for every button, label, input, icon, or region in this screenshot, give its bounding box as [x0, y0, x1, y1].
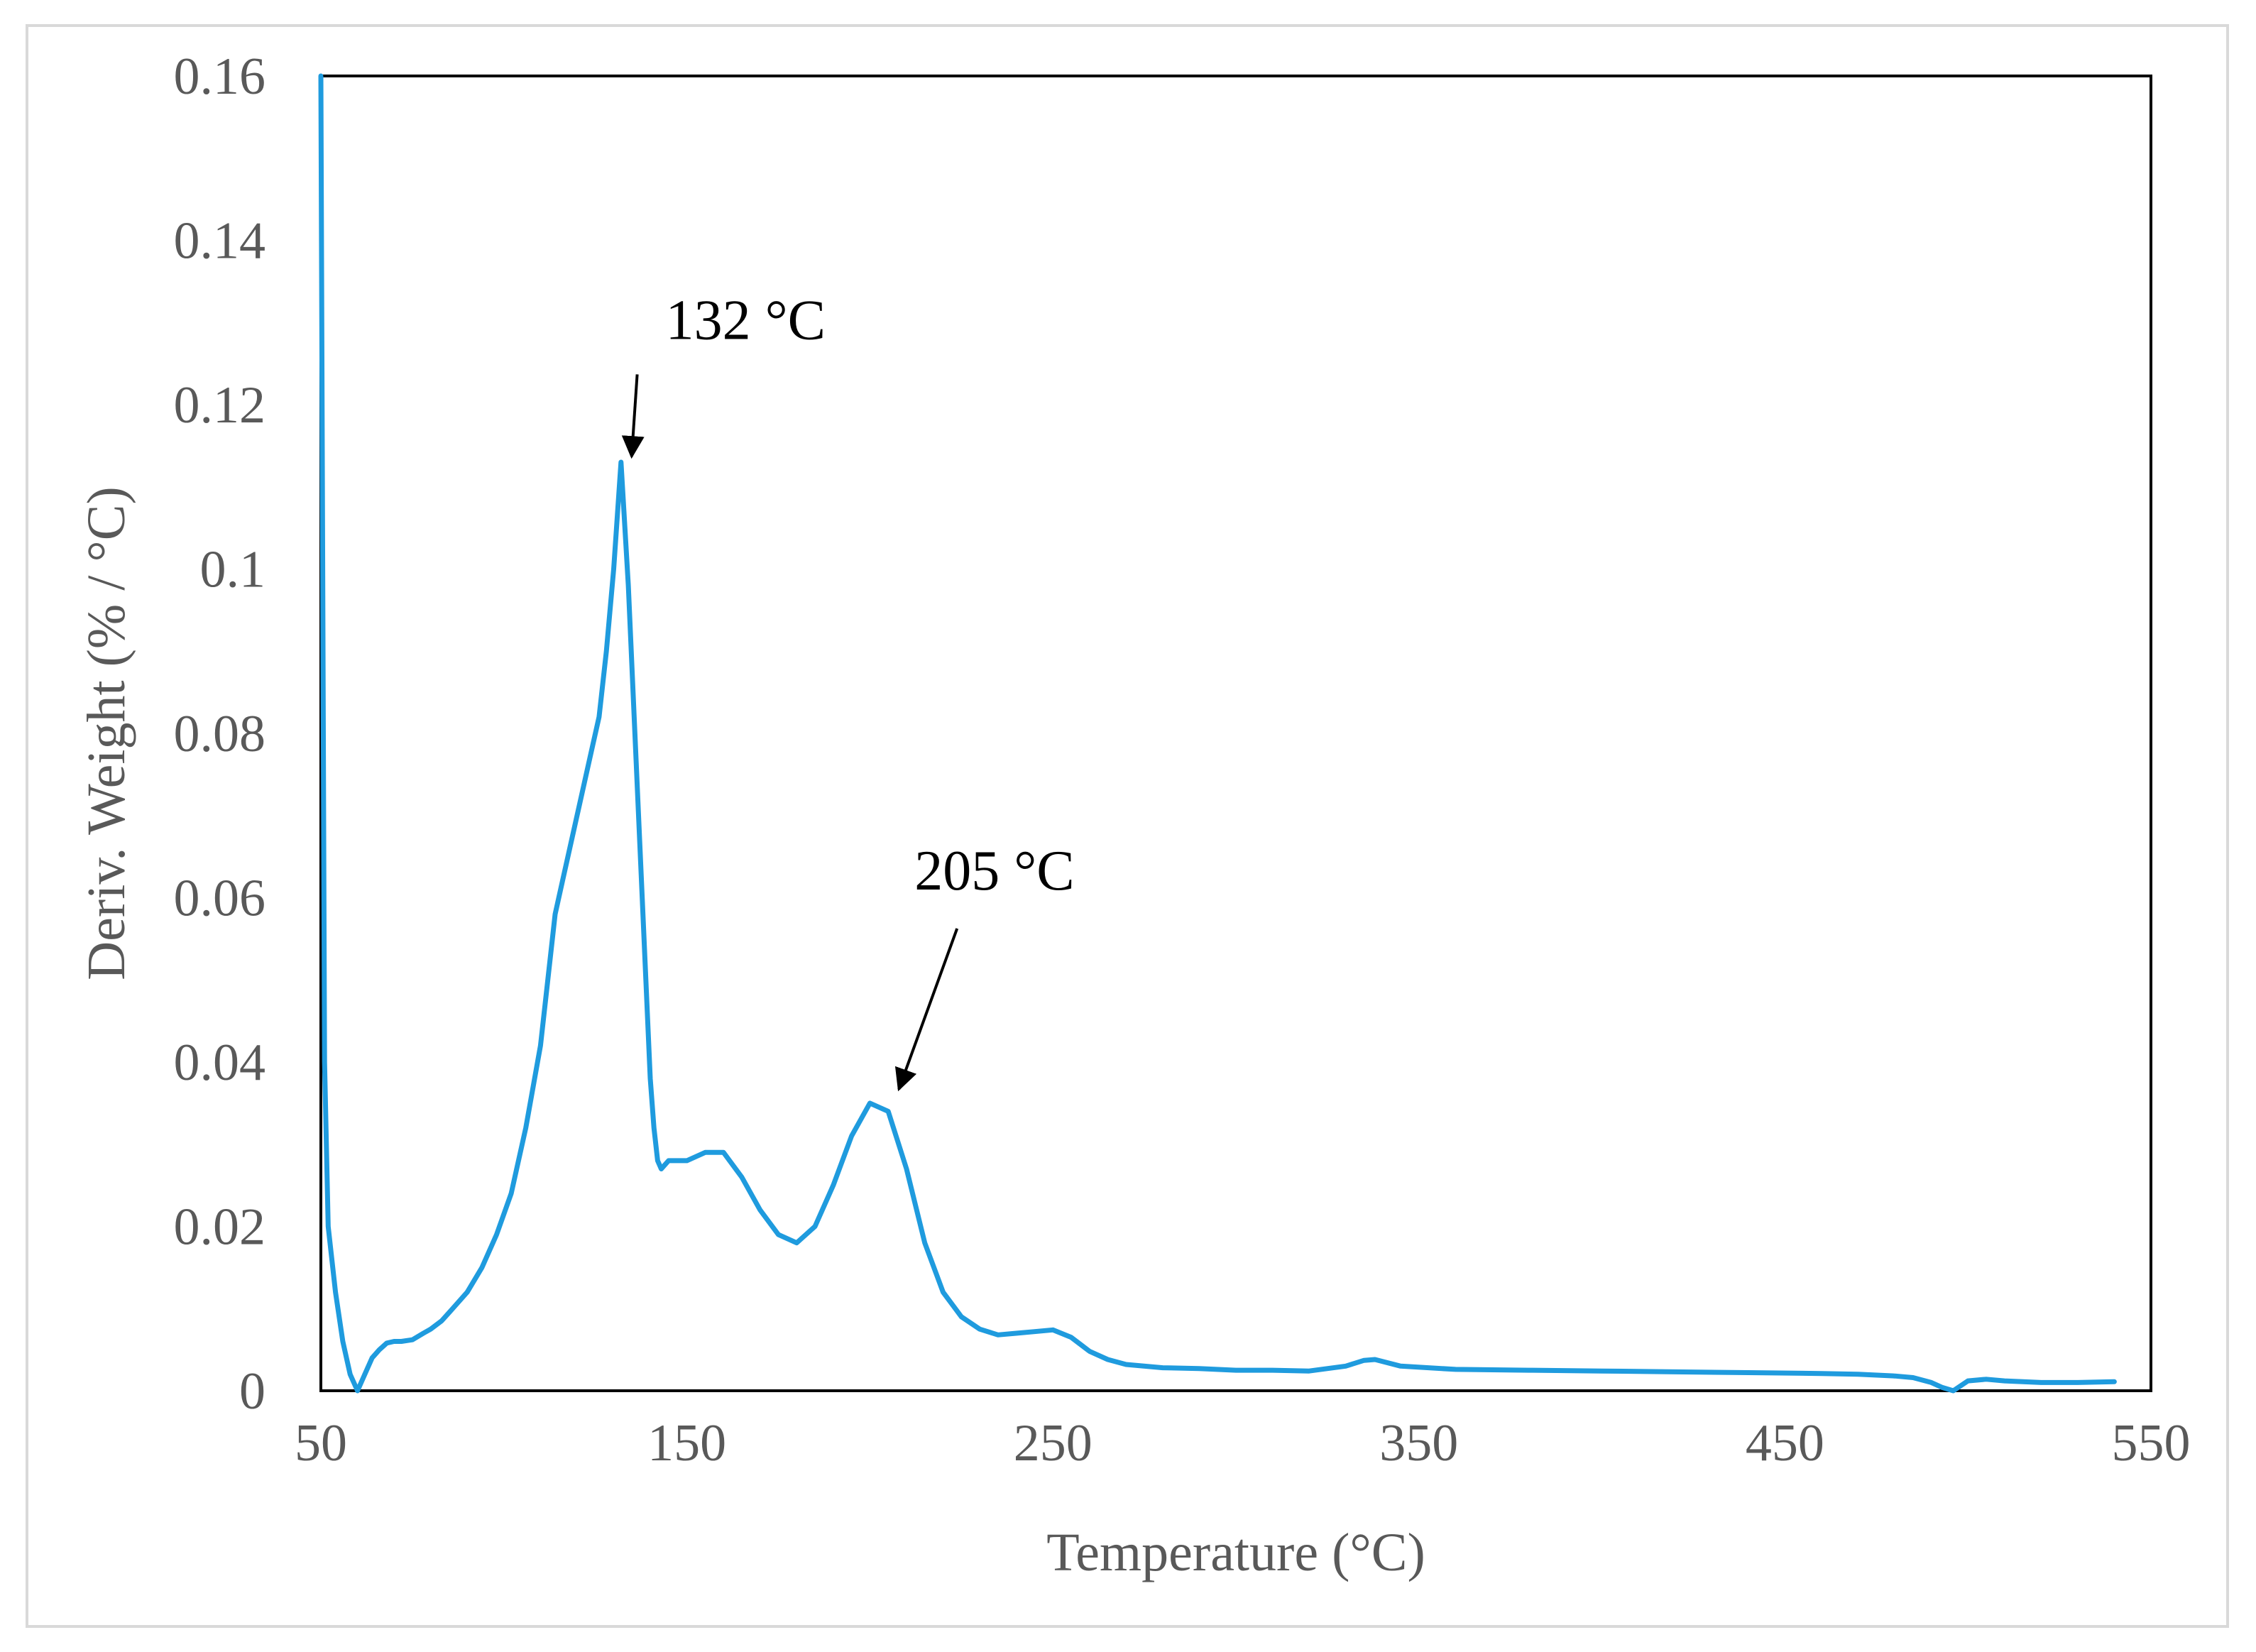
x-tick-label: 450	[1746, 1414, 1824, 1472]
y-tick-label: 0.16	[174, 48, 266, 106]
y-tick-label: 0.14	[174, 212, 266, 270]
y-axis-ticks: 0 0.02 0.04 0.06 0.08 0.1 0.12 0.14 0.16	[174, 48, 266, 1421]
x-tick-label: 350	[1379, 1414, 1458, 1472]
y-tick-label: 0.12	[174, 376, 266, 434]
chart-frame	[26, 24, 2229, 1628]
y-tick-label: 0	[239, 1362, 265, 1421]
peak-label: 205 °C	[914, 840, 1074, 902]
y-tick-label: 0.1	[200, 541, 266, 599]
x-axis-ticks: 50 150 250 350 450 550	[295, 1414, 2191, 1472]
peak-annotations: 132 °C 205 °C	[621, 289, 1075, 1092]
x-tick-label: 50	[295, 1414, 347, 1472]
x-tick-label: 150	[647, 1414, 726, 1472]
series-line-deriv-weight	[318, 73, 2117, 1394]
x-tick-label: 250	[1014, 1414, 1093, 1472]
y-axis-title: Deriv. Weight (% / °C)	[77, 486, 136, 980]
y-tick-label: 0.02	[174, 1198, 266, 1257]
peak-label: 132 °C	[666, 289, 826, 351]
peak-arrow	[894, 928, 959, 1092]
x-tick-label: 550	[2112, 1414, 2191, 1472]
y-tick-label: 0.04	[174, 1034, 266, 1092]
peak-arrow	[621, 374, 645, 459]
y-tick-label: 0.08	[174, 705, 266, 763]
y-tick-label: 0.06	[174, 870, 266, 928]
x-axis-title: Temperature (°C)	[1046, 1523, 1425, 1582]
